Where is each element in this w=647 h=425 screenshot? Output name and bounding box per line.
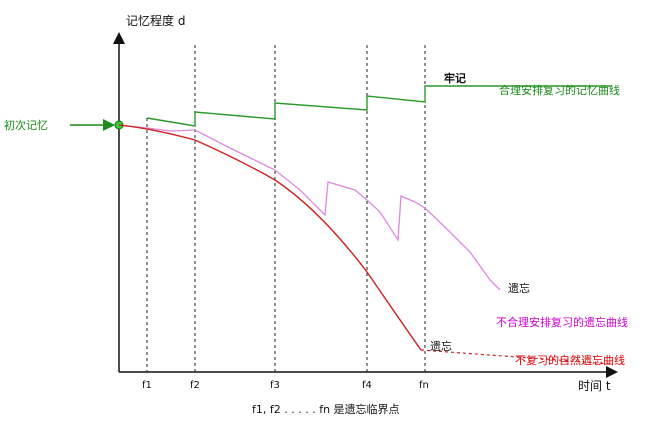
tick-f1: f1 (142, 380, 152, 391)
initial-memory-label: 初次记忆 (4, 118, 48, 132)
unreasonable-review-curve (118, 124, 501, 291)
firm-memory-label: 牢记 (444, 71, 466, 85)
reasonable-review-label: 合理安排复习的记忆曲线 (499, 83, 620, 97)
natural-forgetting-label: 不复习的自然遗忘曲线 (515, 353, 625, 367)
y-axis-label: 记忆程度 d (126, 13, 185, 28)
tick-f3: f3 (270, 380, 280, 391)
tick-fn: fn (419, 380, 429, 391)
x-axis-label: 时间 t (578, 379, 611, 393)
reasonable-review-curve (146, 85, 612, 127)
tick-f2: f2 (190, 380, 200, 391)
natural-forgetting-curve (118, 124, 422, 351)
tick-f4: f4 (362, 380, 372, 391)
unreasonable-review-label: 不合理安排复习的遗忘曲线 (496, 315, 628, 329)
forget-label-1: 遗忘 (508, 281, 530, 295)
forget-label-2: 遗忘 (430, 339, 452, 353)
footnote: f1, f2 . . . . . fn 是遗忘临界点 (252, 402, 400, 416)
natural-forgetting-tail (420, 349, 613, 365)
